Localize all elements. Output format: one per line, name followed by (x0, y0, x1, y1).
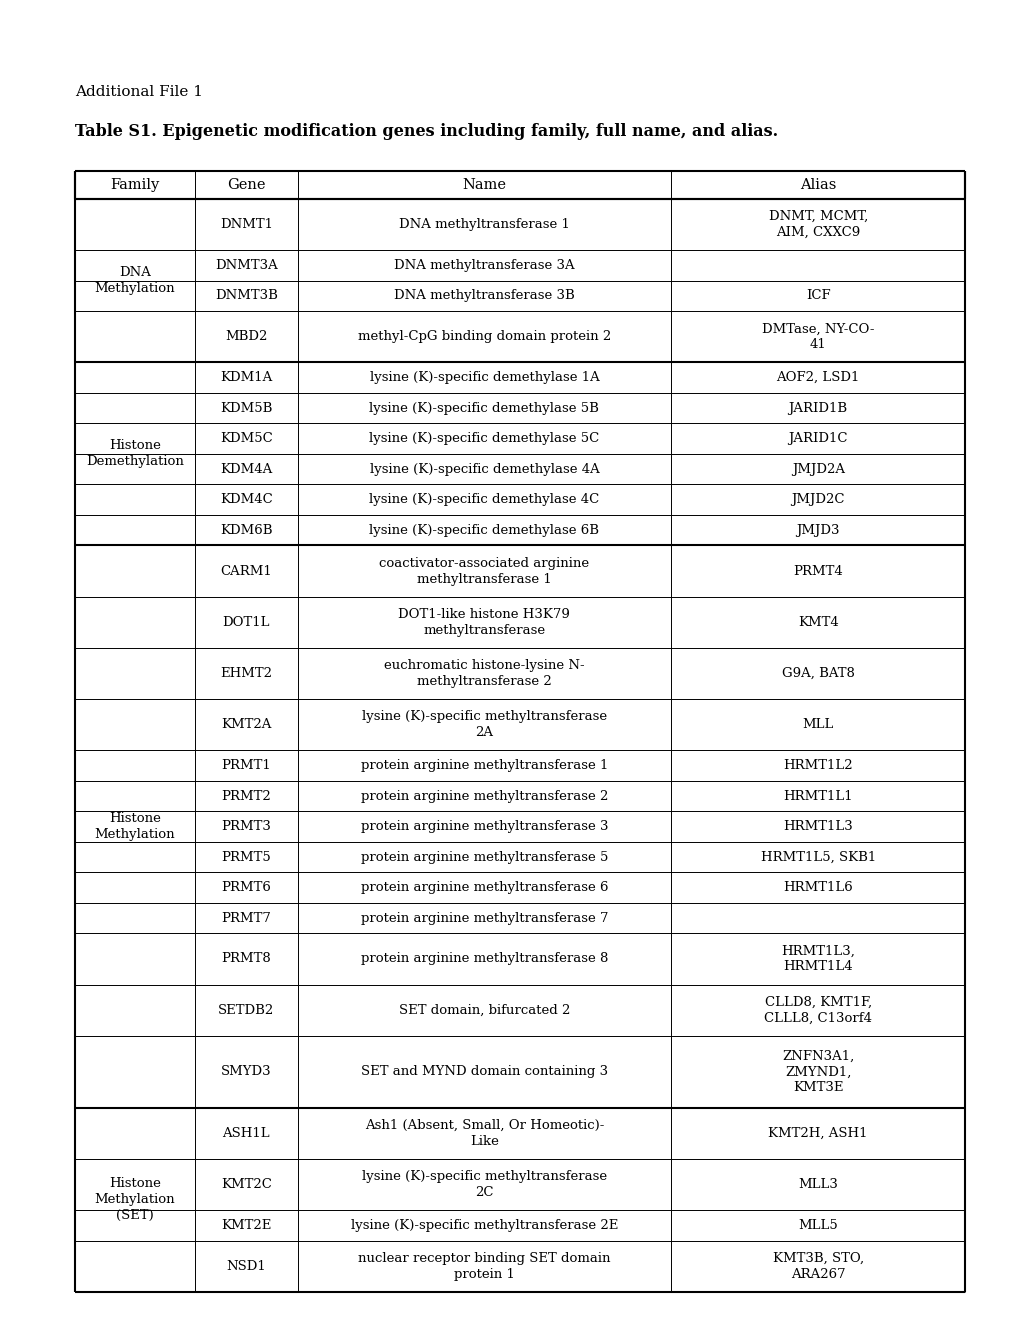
Text: lysine (K)-specific demethylase 5B: lysine (K)-specific demethylase 5B (369, 401, 599, 414)
Text: PRMT6: PRMT6 (221, 882, 271, 894)
Text: DNMT3A: DNMT3A (215, 259, 277, 272)
Text: JMJD3: JMJD3 (796, 524, 839, 537)
Text: ASH1L: ASH1L (222, 1127, 270, 1140)
Text: SET domain, bifurcated 2: SET domain, bifurcated 2 (398, 1003, 570, 1016)
Text: HRMT1L6: HRMT1L6 (783, 882, 852, 894)
Text: protein arginine methyltransferase 2: protein arginine methyltransferase 2 (361, 789, 607, 803)
Text: SET and MYND domain containing 3: SET and MYND domain containing 3 (361, 1065, 607, 1078)
Text: protein arginine methyltransferase 8: protein arginine methyltransferase 8 (361, 953, 607, 965)
Text: MLL: MLL (802, 718, 833, 731)
Text: protein arginine methyltransferase 3: protein arginine methyltransferase 3 (361, 820, 607, 833)
Text: DNMT, MCMT,
AIM, CXXC9: DNMT, MCMT, AIM, CXXC9 (767, 210, 867, 239)
Text: CLLD8, KMT1F,
CLLL8, C13orf4: CLLD8, KMT1F, CLLL8, C13orf4 (763, 995, 871, 1024)
Text: PRMT4: PRMT4 (793, 565, 842, 578)
Text: euchromatic histone-lysine N-
methyltransferase 2: euchromatic histone-lysine N- methyltran… (384, 659, 584, 688)
Text: PRMT7: PRMT7 (221, 912, 271, 924)
Text: JARID1C: JARID1C (788, 432, 847, 445)
Text: lysine (K)-specific demethylase 1A: lysine (K)-specific demethylase 1A (369, 371, 599, 384)
Text: Gene: Gene (227, 178, 265, 191)
Text: KMT4: KMT4 (797, 616, 838, 628)
Text: DMTase, NY-CO-
41: DMTase, NY-CO- 41 (761, 322, 873, 351)
Text: KMT2A: KMT2A (221, 718, 271, 731)
Text: Histone
Methylation: Histone Methylation (95, 812, 175, 841)
Text: Alias: Alias (799, 178, 836, 191)
Text: PRMT8: PRMT8 (221, 953, 271, 965)
Text: lysine (K)-specific demethylase 4A: lysine (K)-specific demethylase 4A (369, 463, 599, 475)
Text: NSD1: NSD1 (226, 1259, 266, 1272)
Text: Histone
Methylation
(SET): Histone Methylation (SET) (95, 1177, 175, 1222)
Text: HRMT1L3: HRMT1L3 (783, 820, 852, 833)
Text: JARID1B: JARID1B (788, 401, 847, 414)
Text: Ash1 (Absent, Small, Or Homeotic)-
Like: Ash1 (Absent, Small, Or Homeotic)- Like (365, 1119, 603, 1148)
Text: KDM1A: KDM1A (220, 371, 272, 384)
Text: G9A, BAT8: G9A, BAT8 (781, 667, 854, 680)
Text: DOT1-like histone H3K79
methyltransferase: DOT1-like histone H3K79 methyltransferas… (398, 607, 570, 636)
Text: MLL3: MLL3 (798, 1179, 838, 1191)
Text: protein arginine methyltransferase 6: protein arginine methyltransferase 6 (361, 882, 607, 894)
Text: KMT3B, STO,
ARA267: KMT3B, STO, ARA267 (771, 1251, 863, 1280)
Text: HRMT1L5, SKB1: HRMT1L5, SKB1 (760, 850, 875, 863)
Text: lysine (K)-specific methyltransferase 2E: lysine (K)-specific methyltransferase 2E (351, 1218, 618, 1232)
Text: KMT2C: KMT2C (221, 1179, 271, 1191)
Text: KDM5C: KDM5C (220, 432, 272, 445)
Text: coactivator-associated arginine
methyltransferase 1: coactivator-associated arginine methyltr… (379, 557, 589, 586)
Text: HRMT1L1: HRMT1L1 (783, 789, 852, 803)
Text: DNA methyltransferase 3A: DNA methyltransferase 3A (393, 259, 574, 272)
Text: KDM4A: KDM4A (220, 463, 272, 475)
Text: DNA methyltransferase 3B: DNA methyltransferase 3B (393, 289, 575, 302)
Text: PRMT2: PRMT2 (221, 789, 271, 803)
Text: SMYD3: SMYD3 (221, 1065, 271, 1078)
Text: Family: Family (110, 178, 160, 191)
Text: DNMT1: DNMT1 (220, 218, 272, 231)
Text: protein arginine methyltransferase 5: protein arginine methyltransferase 5 (361, 850, 607, 863)
Text: EHMT2: EHMT2 (220, 667, 272, 680)
Text: KDM4C: KDM4C (220, 494, 272, 506)
Text: ZNFN3A1,
ZMYND1,
KMT3E: ZNFN3A1, ZMYND1, KMT3E (782, 1049, 854, 1094)
Text: lysine (K)-specific demethylase 6B: lysine (K)-specific demethylase 6B (369, 524, 599, 537)
Text: DOT1L: DOT1L (222, 616, 270, 628)
Text: PRMT1: PRMT1 (221, 759, 271, 772)
Text: KDM6B: KDM6B (220, 524, 272, 537)
Text: PRMT3: PRMT3 (221, 820, 271, 833)
Text: Table S1. Epigenetic modification genes including family, full name, and alias.: Table S1. Epigenetic modification genes … (75, 123, 777, 140)
Text: Histone
Demethylation: Histone Demethylation (86, 440, 183, 469)
Text: JMJD2C: JMJD2C (791, 494, 844, 506)
Text: DNA
Methylation: DNA Methylation (95, 267, 175, 296)
Text: DNMT3B: DNMT3B (215, 289, 277, 302)
Text: lysine (K)-specific methyltransferase
2A: lysine (K)-specific methyltransferase 2A (362, 710, 606, 739)
Text: lysine (K)-specific methyltransferase
2C: lysine (K)-specific methyltransferase 2C (362, 1170, 606, 1199)
Text: lysine (K)-specific demethylase 5C: lysine (K)-specific demethylase 5C (369, 432, 599, 445)
Text: CARM1: CARM1 (220, 565, 272, 578)
Text: AOF2, LSD1: AOF2, LSD1 (775, 371, 859, 384)
Text: PRMT5: PRMT5 (221, 850, 271, 863)
Text: protein arginine methyltransferase 7: protein arginine methyltransferase 7 (361, 912, 607, 924)
Text: lysine (K)-specific demethylase 4C: lysine (K)-specific demethylase 4C (369, 494, 599, 506)
Text: MLL5: MLL5 (798, 1218, 838, 1232)
Text: nuclear receptor binding SET domain
protein 1: nuclear receptor binding SET domain prot… (358, 1251, 610, 1280)
Text: Name: Name (462, 178, 505, 191)
Text: methyl-CpG binding domain protein 2: methyl-CpG binding domain protein 2 (358, 330, 610, 343)
Text: HRMT1L2: HRMT1L2 (783, 759, 852, 772)
Text: HRMT1L3,
HRMT1L4: HRMT1L3, HRMT1L4 (781, 945, 854, 973)
Text: KMT2E: KMT2E (221, 1218, 271, 1232)
Text: JMJD2A: JMJD2A (791, 463, 844, 475)
Text: KMT2H, ASH1: KMT2H, ASH1 (767, 1127, 867, 1140)
Text: protein arginine methyltransferase 1: protein arginine methyltransferase 1 (361, 759, 607, 772)
Text: MBD2: MBD2 (225, 330, 267, 343)
Text: SETDB2: SETDB2 (218, 1003, 274, 1016)
Text: KDM5B: KDM5B (220, 401, 272, 414)
Text: Additional File 1: Additional File 1 (75, 84, 203, 99)
Text: DNA methyltransferase 1: DNA methyltransferase 1 (398, 218, 570, 231)
Text: ICF: ICF (805, 289, 829, 302)
